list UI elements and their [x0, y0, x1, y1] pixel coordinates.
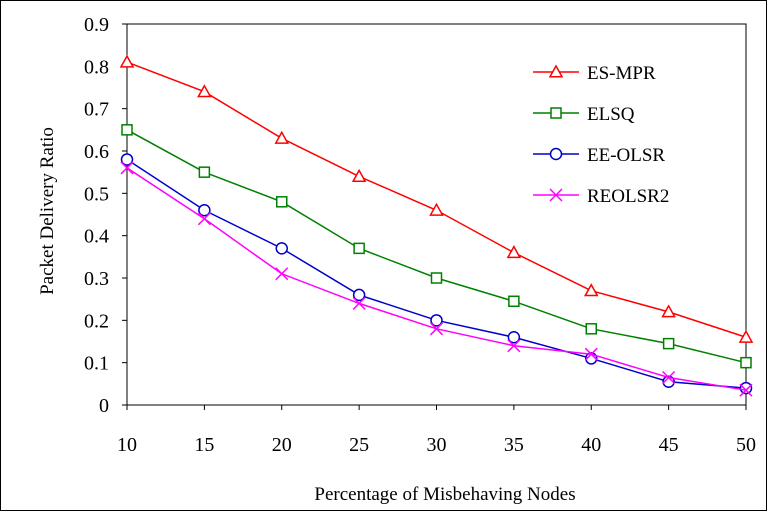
data-point-es-mpr [429, 202, 444, 216]
data-point-elsq [276, 196, 288, 208]
data-point-reolsr2 [197, 212, 211, 226]
y-tick-label: 0 [99, 395, 109, 417]
data-point-reolsr2 [429, 322, 444, 336]
data-point-es-mpr [197, 84, 212, 98]
data-point-reolsr2 [352, 296, 366, 310]
data-point-reolsr2-stroke [197, 212, 211, 226]
data-point-elsq [353, 242, 365, 255]
data-point-ee-olsr [507, 331, 521, 344]
legend-label-reolsr2: REOLSR2 [587, 186, 669, 207]
y-tick-label: 0.9 [84, 14, 109, 36]
data-point-ee-olsr [430, 314, 443, 327]
data-point-ee-olsr [120, 153, 134, 166]
data-point-reolsr2 [739, 383, 753, 397]
data-point-es-mpr [583, 283, 599, 297]
data-point-es-mpr [506, 245, 522, 259]
legend-label-es-mpr: ES-MPR [587, 63, 656, 84]
data-point-elsq [198, 166, 211, 178]
x-tick-label: 40 [581, 434, 601, 456]
y-tick-label: 0.7 [84, 99, 109, 121]
data-point-reolsr2 [662, 370, 676, 385]
data-point-es-mpr [274, 130, 290, 144]
x-tick-label: 20 [272, 434, 292, 456]
x-tick-label: 10 [117, 434, 137, 456]
data-point-elsq [121, 124, 133, 136]
legend: ES-MPR ELSQ EE-OLSR REOLSR2 [533, 63, 669, 207]
y-tick-label: 0.6 [84, 141, 109, 163]
data-point-elsq [662, 337, 675, 350]
x-tick-label: 35 [504, 434, 524, 456]
y-axis: 0 0.1 0.2 0.3 0.4 0.5 0.6 0.7 0.8 0.9 [84, 14, 127, 417]
y-tick-label: 0.8 [84, 56, 109, 78]
x-tick-label: 45 [659, 434, 679, 456]
data-point-reolsr2-stroke [584, 347, 598, 361]
y-tick-label: 0.2 [84, 310, 109, 332]
data-point-es-mpr [119, 54, 135, 68]
legend-marker-ee-olsr [549, 147, 563, 161]
data-point-ee-olsr [352, 288, 366, 302]
data-point-reolsr2-stroke [429, 322, 444, 336]
data-point-reolsr2-stroke [352, 296, 366, 310]
data-point-ee-olsr [275, 242, 288, 255]
data-point-reolsr2-stroke [275, 267, 289, 281]
legend-marker-es-mpr [548, 64, 564, 78]
y-tick-label: 0.5 [84, 183, 109, 205]
data-point-es-mpr [738, 329, 754, 343]
data-point-elsq [508, 295, 520, 308]
data-point-reolsr2 [275, 267, 289, 281]
legend-marker-reolsr2 [549, 188, 563, 202]
x-axis: 10 15 20 25 30 35 40 45 50 [117, 405, 756, 456]
data-point-ee-olsr [662, 375, 675, 388]
y-axis-title: Packet Delivery Ratio [37, 127, 58, 295]
data-point-es-mpr [661, 304, 676, 318]
data-point-reolsr2-stroke [662, 370, 676, 385]
legend-label-elsq: ELSQ [587, 104, 635, 125]
data-point-es-mpr [351, 168, 367, 182]
data-point-elsq [585, 323, 597, 335]
data-point-reolsr2 [507, 339, 521, 353]
legend-marker-reolsr2-stroke [549, 188, 563, 202]
x-tick-label: 25 [349, 434, 369, 456]
data-point-elsq [740, 356, 752, 369]
data-point-reolsr2-stroke [507, 339, 521, 353]
data-point-ee-olsr [739, 381, 753, 395]
y-tick-label: 0.3 [84, 268, 109, 290]
y-tick-label: 0.4 [84, 226, 109, 248]
y-tick-label: 0.1 [84, 353, 109, 375]
data-point-reolsr2 [120, 161, 134, 175]
data-point-reolsr2-stroke [739, 383, 753, 397]
data-point-ee-olsr [198, 204, 211, 217]
legend-label-ee-olsr: EE-OLSR [587, 145, 665, 166]
legend-marker-elsq [550, 107, 562, 119]
data-point-reolsr2 [584, 347, 598, 361]
data-point-elsq [430, 272, 443, 284]
series-layer [119, 54, 754, 397]
x-tick-label: 50 [736, 434, 756, 456]
data-point-reolsr2-stroke [120, 161, 134, 175]
x-tick-label: 15 [194, 434, 214, 456]
x-axis-title: Percentage of Misbehaving Nodes [314, 484, 575, 505]
x-tick-label: 30 [427, 434, 447, 456]
